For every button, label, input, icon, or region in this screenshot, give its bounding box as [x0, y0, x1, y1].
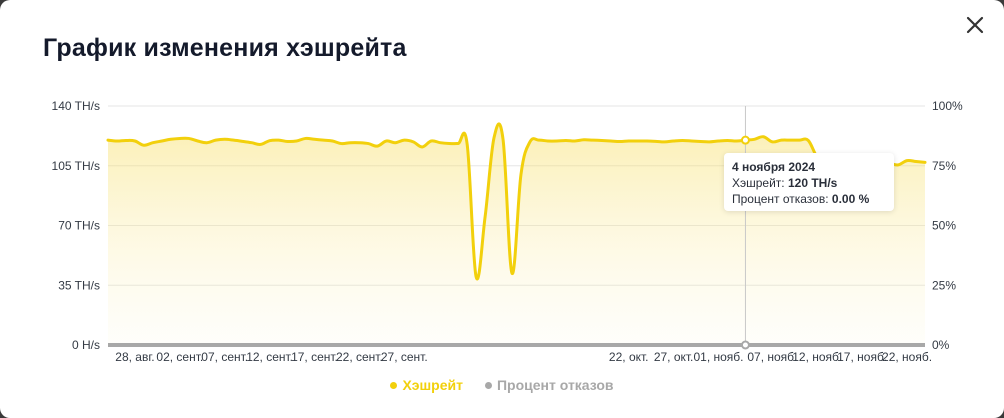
- chart-legend: Хэшрейт Процент отказов: [0, 377, 1004, 393]
- x-tick-label: 27, сент.: [381, 350, 428, 364]
- tooltip-hashrate-label: Хэшрейт:: [732, 176, 785, 190]
- chart-tooltip: 4 ноября 2024 Хэшрейт: 120 TH/s Процент …: [724, 153, 894, 211]
- x-tick-label: 28, авг.: [115, 350, 154, 364]
- y-tick-label-left: 35 TH/s: [58, 278, 100, 292]
- modal-title: График изменения хэшрейта: [43, 34, 407, 62]
- legend-item-reject[interactable]: Процент отказов: [484, 377, 614, 393]
- y-tick-label-right: 75%: [932, 159, 956, 173]
- x-tick-label: 17, нояб.: [837, 350, 887, 364]
- y-tick-label-left: 105 TH/s: [52, 159, 100, 173]
- legend-dot-reject: [484, 381, 492, 389]
- y-axis-right-labels: 0% 25% 50% 75% 100%: [932, 99, 963, 352]
- y-tick-label-right: 25%: [932, 278, 956, 292]
- y-tick-label-left: 0 H/s: [72, 338, 100, 352]
- legend-label-reject: Процент отказов: [496, 377, 614, 393]
- x-tick-label: 12, нояб.: [792, 350, 842, 364]
- x-tick-label: 07, сент.: [201, 350, 248, 364]
- tooltip-reject-value: 0.00 %: [831, 192, 870, 206]
- tooltip-reject-label: Процент отказов:: [732, 192, 829, 206]
- x-tick-label: 17, сент.: [291, 350, 338, 364]
- y-tick-label-left: 140 TH/s: [52, 99, 100, 113]
- x-tick-label: 07, нояб.: [747, 350, 797, 364]
- x-tick-label: 22, окт.: [609, 350, 649, 364]
- x-tick-label: 22, сент.: [336, 350, 383, 364]
- tooltip-reject: Процент отказов: 0.00 %: [732, 191, 886, 207]
- hover-point-reject: [740, 340, 750, 350]
- legend-item-hashrate[interactable]: Хэшрейт: [390, 377, 463, 393]
- legend-dot-hashrate: [390, 381, 398, 389]
- y-axis-left-labels: 0 H/s 35 TH/s 70 TH/s 105 TH/s 140 TH/s: [52, 99, 100, 352]
- tooltip-hashrate: Хэшрейт: 120 TH/s: [732, 175, 886, 191]
- y-tick-label-left: 70 TH/s: [58, 219, 100, 233]
- y-tick-label-right: 50%: [932, 219, 956, 233]
- legend-label-hashrate: Хэшрейт: [402, 377, 463, 393]
- hashrate-area: [108, 123, 925, 345]
- x-axis-labels: 28, авг. 02, сент.07, сент.12, сент.17, с…: [115, 350, 932, 364]
- x-tick-label: 01, нояб.: [693, 350, 743, 364]
- y-tick-label-right: 0%: [932, 338, 950, 352]
- y-tick-label-right: 100%: [932, 99, 963, 113]
- x-tick-label: 22, нояб.: [882, 350, 932, 364]
- tooltip-date: 4 ноября 2024: [732, 160, 816, 174]
- tooltip-hashrate-value: 120 TH/s: [787, 176, 838, 190]
- x-tick-label: 27, окт.: [654, 350, 694, 364]
- hover-point-hashrate: [740, 135, 750, 145]
- x-tick-label: 12, сент.: [246, 350, 293, 364]
- close-button[interactable]: [964, 14, 986, 36]
- x-tick-label: 02, сент.: [156, 350, 203, 364]
- close-icon: [966, 16, 984, 34]
- hashrate-series-line: [106, 122, 927, 281]
